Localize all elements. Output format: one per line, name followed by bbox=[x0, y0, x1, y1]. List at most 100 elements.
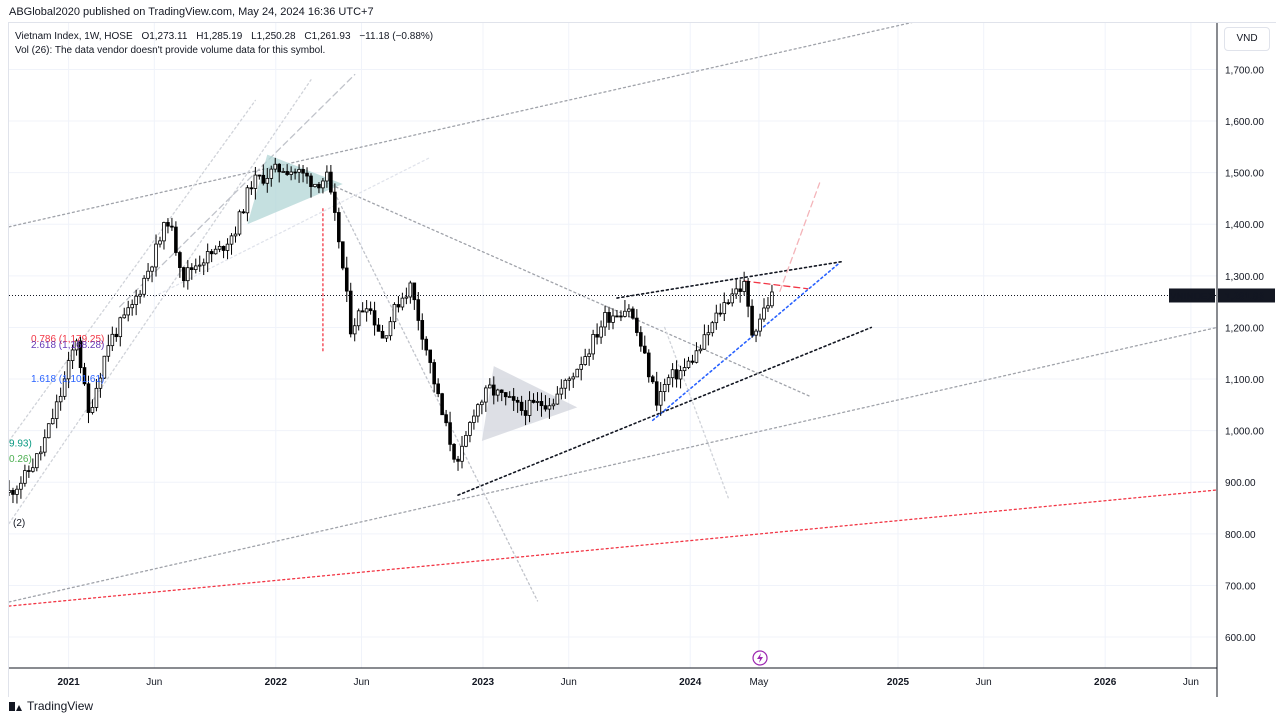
candle-body bbox=[317, 183, 321, 189]
drawing-annotations bbox=[9, 23, 1218, 607]
candle-body bbox=[58, 395, 63, 403]
candle-body bbox=[19, 482, 23, 490]
fib-level-label: 9.93) bbox=[9, 439, 32, 450]
candle-body bbox=[364, 308, 369, 313]
black-resistance-line[interactable] bbox=[616, 260, 845, 299]
currency-button[interactable]: VND bbox=[1224, 27, 1270, 51]
candle-body bbox=[305, 172, 309, 177]
grey-fan-line-2[interactable] bbox=[9, 79, 312, 525]
candle-body bbox=[611, 315, 615, 323]
candle-body bbox=[615, 315, 619, 318]
grey-faint-down-line[interactable] bbox=[664, 326, 729, 499]
grey-descending-line[interactable] bbox=[326, 182, 813, 398]
candle-body bbox=[742, 280, 746, 292]
candle-body bbox=[495, 389, 500, 396]
candle-body bbox=[42, 437, 47, 453]
candle-body bbox=[726, 302, 731, 305]
candle-body bbox=[321, 180, 325, 189]
grey-fan-line-3[interactable] bbox=[119, 73, 356, 308]
triangle-pattern[interactable] bbox=[247, 154, 343, 225]
candle-body bbox=[265, 177, 270, 184]
candle-body bbox=[666, 377, 671, 385]
candle-body bbox=[587, 353, 591, 357]
lower-channel-line[interactable] bbox=[9, 326, 1218, 603]
fib-level-label: 2.618 (1,168.28) bbox=[31, 340, 104, 351]
red-long-trendline[interactable] bbox=[9, 489, 1218, 607]
grey-fan-line-1[interactable] bbox=[9, 99, 257, 442]
red-dashed-target[interactable] bbox=[743, 280, 809, 290]
legend-close: C1,261.93 bbox=[304, 31, 351, 42]
candle-body bbox=[154, 243, 158, 268]
candle-body bbox=[555, 393, 560, 405]
price-chart[interactable]: VNINDEX 1,261.93 0.786 (1,179.25)2.618 (1… bbox=[9, 23, 1276, 697]
candle-body bbox=[456, 458, 460, 462]
candle-body bbox=[273, 163, 278, 170]
legend-high: H1,285.19 bbox=[196, 31, 243, 42]
candle-body bbox=[507, 396, 512, 398]
candle-body bbox=[158, 240, 162, 245]
candle-body bbox=[408, 282, 413, 298]
candle-body bbox=[658, 391, 663, 406]
price-tick-label: 1,300.00 bbox=[1225, 272, 1264, 283]
candle-body bbox=[396, 304, 401, 308]
candle-body bbox=[9, 489, 11, 493]
candle-body bbox=[150, 266, 154, 272]
lightning-glyph bbox=[757, 653, 764, 663]
black-support-line[interactable] bbox=[457, 326, 873, 496]
candle-body bbox=[11, 489, 15, 495]
candle-body bbox=[217, 245, 222, 250]
candle-body bbox=[567, 378, 572, 381]
candle-body bbox=[746, 280, 750, 307]
candle-body bbox=[193, 265, 198, 270]
pink-projection-line[interactable] bbox=[779, 182, 821, 292]
candle-body bbox=[94, 387, 99, 408]
candle-body bbox=[639, 332, 643, 347]
candle-body bbox=[591, 334, 595, 355]
candle-body bbox=[551, 403, 556, 407]
chart-frame[interactable]: VNINDEX 1,261.93 0.786 (1,179.25) 2.618 (1… bbox=[8, 22, 1276, 697]
triangle-patterns bbox=[247, 154, 578, 441]
candle-body bbox=[245, 187, 250, 214]
candle-body bbox=[90, 407, 95, 413]
candle-body bbox=[277, 163, 282, 173]
price-tick-label: 800.00 bbox=[1225, 530, 1256, 541]
time-tick-label: 2025 bbox=[887, 677, 910, 688]
blue-support-line[interactable] bbox=[651, 262, 841, 422]
candle-body bbox=[301, 169, 305, 174]
candle-body bbox=[170, 225, 174, 228]
upper-channel-line[interactable] bbox=[9, 23, 967, 228]
candle-body bbox=[102, 355, 107, 379]
candle-body bbox=[82, 367, 87, 385]
candle-body bbox=[428, 349, 433, 363]
candle-body bbox=[241, 211, 246, 214]
candle-body bbox=[134, 295, 138, 305]
grey-steep-line[interactable] bbox=[334, 192, 539, 602]
candle-body bbox=[662, 384, 667, 392]
candle-body bbox=[384, 335, 389, 339]
candle-body bbox=[682, 367, 687, 372]
candle-body bbox=[285, 171, 289, 175]
grey-fan-line-4[interactable] bbox=[153, 156, 432, 298]
tradingview-footer[interactable]: TradingView bbox=[9, 699, 93, 713]
candle-body bbox=[376, 324, 381, 332]
candle-body bbox=[293, 171, 297, 174]
candle-body bbox=[619, 315, 623, 318]
time-tick-label: Jun bbox=[976, 677, 992, 688]
grid bbox=[9, 23, 1217, 668]
candle-body bbox=[46, 423, 51, 439]
candle-body bbox=[452, 443, 456, 460]
candle-body bbox=[388, 321, 393, 337]
candle-body bbox=[654, 381, 659, 406]
candle-body bbox=[678, 370, 683, 380]
last-price-line: VNINDEX 1,261.93 bbox=[9, 288, 1275, 303]
candle-body bbox=[412, 282, 417, 301]
time-tick-label: Jun bbox=[353, 677, 369, 688]
price-tick-label: 600.00 bbox=[1225, 633, 1256, 644]
candle-body bbox=[400, 297, 405, 308]
candle-body bbox=[503, 392, 508, 398]
candle-body bbox=[460, 445, 464, 462]
candle-body bbox=[340, 241, 345, 269]
candle-body bbox=[559, 387, 564, 395]
candle-body bbox=[738, 288, 742, 292]
wave-label: (2) bbox=[13, 518, 25, 529]
